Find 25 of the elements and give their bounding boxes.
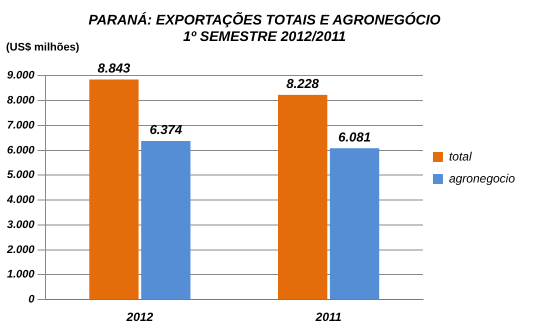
bar xyxy=(330,148,380,300)
y-tick-label: 2.000 xyxy=(6,244,36,256)
data-label: 8.228 xyxy=(286,76,320,91)
x-tick-label: 2012 xyxy=(126,310,154,324)
y-tick-label: 4.000 xyxy=(6,194,36,206)
y-tick-label: 9.000 xyxy=(6,70,36,82)
data-label: 6.081 xyxy=(338,129,371,144)
bar xyxy=(141,140,190,300)
y-tick-label: 7.000 xyxy=(6,119,36,132)
y-tick-label: 5.000 xyxy=(6,169,36,182)
y-tick-label: 1.000 xyxy=(6,268,36,281)
y-tick-label: 6.000 xyxy=(6,144,36,156)
y-tick-label: 0 xyxy=(28,294,36,306)
bar xyxy=(89,80,139,300)
bar xyxy=(278,94,328,300)
chart-title: PARANÁ: EXPORTAÇÕES TOTAIS E AGRONEGÓCIO xyxy=(88,11,441,28)
legend-label: total xyxy=(448,149,472,164)
data-label: 6.374 xyxy=(150,122,183,138)
y-tick-label: 8.000 xyxy=(6,94,36,107)
x-tick-label: 2011 xyxy=(314,310,342,324)
data-label: 8.843 xyxy=(98,60,131,76)
chart-subtitle: 1º SEMESTRE 2012/2011 xyxy=(183,28,346,44)
y-tick-label: 3.000 xyxy=(6,218,36,231)
legend-label: agronegocio xyxy=(448,171,516,186)
y-axis-title: (US$ milhões) xyxy=(6,42,80,54)
